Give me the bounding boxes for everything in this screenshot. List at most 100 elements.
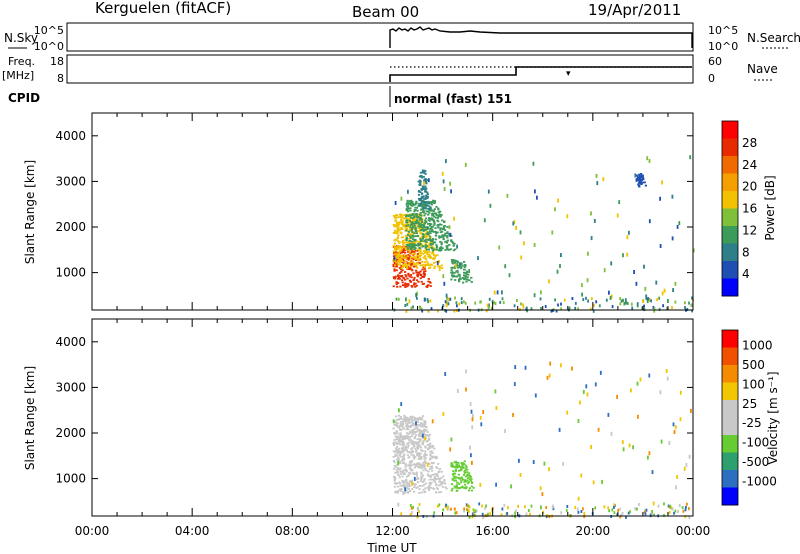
power-cell <box>420 205 423 207</box>
power-cell <box>401 279 404 282</box>
power-scatter-cell <box>678 221 681 226</box>
power-cell <box>638 175 642 177</box>
power-cell <box>446 239 450 242</box>
velocity-cell <box>421 476 424 479</box>
power-cell <box>426 196 429 198</box>
power-cell <box>419 238 422 240</box>
power-cell <box>411 231 414 233</box>
power-cell <box>423 178 426 181</box>
velocity-scatter-cell <box>648 373 651 378</box>
power-cell <box>431 225 434 228</box>
power-cell <box>412 216 415 219</box>
velocity-scatter-cell <box>677 510 679 513</box>
velocity-cell <box>402 426 405 429</box>
power-cell <box>418 181 422 184</box>
power-colorbar-tick-label: 20 <box>742 180 757 194</box>
power-cell <box>434 241 437 244</box>
velocity-cell <box>415 443 418 446</box>
velocity-scatter-cell <box>560 363 562 368</box>
power-cell <box>426 261 429 263</box>
velocity-cell <box>403 461 406 464</box>
power-cell <box>399 285 402 288</box>
power-cell <box>397 245 400 248</box>
power-scatter-cell <box>650 299 652 303</box>
power-colorbar-block <box>722 121 738 139</box>
power-scatter-cell <box>631 306 634 310</box>
velocity-scatter-cell <box>673 511 675 515</box>
power-cell <box>400 248 403 251</box>
velocity-cell <box>410 459 413 462</box>
power-cell <box>447 232 450 235</box>
power-scatter-cell <box>590 297 593 301</box>
velocity-y-tick-label: 1000 <box>55 472 86 486</box>
power-cell <box>405 229 408 232</box>
power-colorbar-tick-label: 28 <box>742 136 757 150</box>
power-cell <box>397 221 400 224</box>
power-cell <box>425 204 428 207</box>
velocity-cell <box>392 456 395 458</box>
power-scatter-cell <box>636 302 639 306</box>
power-cell <box>421 205 424 207</box>
velocity-scatter-cell <box>546 375 549 380</box>
power-cell <box>427 244 430 247</box>
velocity-cell <box>461 465 464 468</box>
power-scatter-cell <box>436 261 439 265</box>
velocity-scatter-cell <box>471 425 474 430</box>
velocity-cell <box>412 473 415 476</box>
power-cell <box>414 209 417 211</box>
velocity-cell <box>431 446 434 449</box>
velocity-scatter-cell <box>653 513 655 517</box>
power-cell <box>393 231 396 234</box>
power-cell <box>428 224 432 227</box>
power-scatter-cell <box>643 264 645 269</box>
velocity-cell <box>418 440 422 443</box>
power-cell <box>427 278 430 280</box>
power-cell <box>422 201 425 203</box>
power-cell <box>642 178 645 181</box>
power-scatter-cell <box>520 255 523 260</box>
power-scatter-cell <box>460 301 463 305</box>
velocity-cell <box>405 470 408 473</box>
power-scatter-cell <box>577 307 579 311</box>
power-cell <box>392 223 395 226</box>
velocity-scatter-cell <box>431 419 434 424</box>
power-scatter-cell <box>493 290 496 295</box>
power-cell <box>404 217 407 219</box>
power-cell <box>456 271 459 274</box>
power-cell <box>411 269 414 272</box>
velocity-cell <box>423 425 426 427</box>
power-cell <box>425 210 428 213</box>
power-cell <box>422 188 425 191</box>
power-cell <box>418 204 421 207</box>
velocity-cell <box>396 458 399 461</box>
velocity-cell <box>433 476 436 478</box>
velocity-cell <box>421 442 424 445</box>
power-scatter-cell <box>560 307 562 311</box>
power-cell <box>456 269 459 272</box>
velocity-cell <box>418 424 421 426</box>
power-cell <box>639 177 642 180</box>
power-cell <box>408 219 411 222</box>
velocity-cell <box>408 482 411 485</box>
velocity-cell <box>429 451 432 453</box>
velocity-scatter-cell <box>494 389 497 394</box>
velocity-cell <box>399 452 402 455</box>
velocity-cell <box>435 466 438 468</box>
velocity-scatter-cell <box>619 515 622 519</box>
power-scatter-cell <box>557 303 559 307</box>
power-scatter-cell <box>499 300 502 304</box>
velocity-cell <box>432 488 436 490</box>
power-scatter-cell <box>448 225 451 230</box>
velocity-cell <box>409 426 412 429</box>
power-cell <box>436 224 439 227</box>
velocity-x-tick-label: 12:00 <box>375 524 410 538</box>
power-y-tick-label: 3000 <box>55 174 86 188</box>
power-scatter-cell <box>587 251 589 256</box>
power-scatter-cell <box>421 309 424 313</box>
velocity-scatter-cell <box>629 510 631 514</box>
power-cell <box>395 269 398 272</box>
velocity-scatter-cell <box>465 503 468 507</box>
velocity-cell <box>422 461 425 464</box>
power-scatter-cell <box>620 299 623 303</box>
